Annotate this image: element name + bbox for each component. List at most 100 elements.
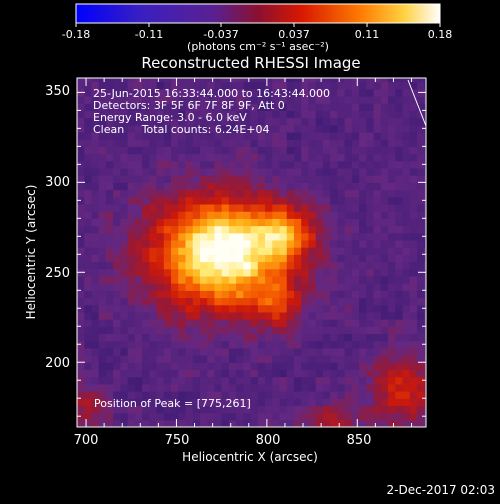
heatmap-cell (337, 326, 346, 335)
heatmap-cell (192, 124, 201, 133)
heatmap-cell (286, 232, 295, 241)
heatmap-cell (279, 405, 288, 414)
heatmap-cell (199, 405, 208, 414)
heatmap-cell (315, 167, 324, 176)
heatmap-cell (236, 405, 244, 414)
heatmap-cell (402, 412, 411, 421)
heatmap-cell (84, 333, 93, 342)
heatmap-cell (308, 376, 317, 385)
heatmap-cell (84, 362, 93, 371)
heatmap-cell (351, 319, 360, 327)
heatmap-cell (91, 110, 100, 119)
plot-frame (76, 77, 427, 428)
heatmap-cell (366, 103, 375, 111)
heatmap-cell (178, 153, 187, 162)
heatmap-cell (257, 124, 266, 133)
heatmap-cell (171, 175, 179, 183)
heatmap-cell (279, 81, 288, 90)
heatmap-cell (149, 419, 158, 427)
heatmap-cell (308, 146, 317, 155)
heatmap-cell (91, 153, 100, 162)
heatmap-cell (98, 153, 107, 162)
heatmap-cell (207, 146, 216, 155)
heatmap-cell (315, 103, 324, 111)
heatmap-cell (228, 275, 237, 284)
heatmap-cell (120, 326, 129, 335)
heatmap-cell (337, 95, 346, 104)
heatmap-cell (402, 117, 411, 126)
heatmap-cell (134, 88, 143, 97)
heatmap-cell (250, 95, 259, 104)
heatmap-cell (322, 304, 331, 313)
heatmap-cell (366, 261, 375, 270)
heatmap-cell (134, 189, 143, 198)
heatmap-cell (77, 247, 85, 255)
heatmap-cell (192, 369, 201, 378)
heatmap-cell (84, 189, 93, 198)
heatmap-cell (127, 203, 136, 212)
heatmap-cell (286, 333, 295, 342)
heatmap-cell (156, 88, 165, 97)
heatmap-cell (77, 319, 85, 327)
heatmap-cell (286, 405, 295, 414)
heatmap-cell (243, 95, 252, 104)
heatmap-cell (91, 247, 100, 255)
heatmap-cell (366, 139, 375, 147)
heatmap-cell (315, 232, 324, 241)
heatmap-cell (134, 275, 143, 284)
heatmap-cell (257, 110, 266, 119)
heatmap-cell (250, 196, 259, 205)
heatmap-cell (308, 117, 317, 126)
heatmap-cell (250, 405, 259, 414)
heatmap-cell (156, 175, 165, 183)
heatmap-cell (366, 160, 375, 169)
heatmap-cell (293, 383, 302, 392)
heatmap-cell (286, 88, 295, 97)
heatmap-cell (315, 225, 324, 234)
heatmap-cell (91, 211, 100, 219)
heatmap-cell (142, 326, 150, 335)
heatmap-cell (236, 311, 244, 320)
heatmap-cell (265, 419, 273, 427)
heatmap-cell (91, 268, 100, 277)
heatmap-cell (272, 412, 281, 421)
heatmap-cell (214, 131, 223, 140)
heatmap-cell (286, 131, 295, 140)
heatmap-cell (134, 124, 143, 133)
heatmap-cell (156, 254, 165, 263)
heatmap-cell (402, 196, 411, 205)
heatmap-cell (293, 319, 302, 327)
heatmap-cell (373, 117, 382, 126)
heatmap-cell (105, 355, 114, 363)
heatmap-cell (163, 189, 172, 198)
heatmap-cell (380, 304, 389, 313)
heatmap-cell (308, 153, 317, 162)
heatmap-cell (373, 160, 382, 169)
heatmap-cell (134, 268, 143, 277)
heatmap-cell (351, 153, 360, 162)
heatmap-cell (113, 405, 121, 414)
heatmap-cell (171, 232, 179, 241)
heatmap-cell (416, 124, 425, 133)
heatmap-cell (286, 355, 295, 363)
heatmap-cell (250, 78, 259, 83)
heatmap-cell (279, 153, 288, 162)
heatmap-cell (113, 78, 121, 83)
heatmap-cell (380, 290, 389, 299)
heatmap-cell (293, 88, 302, 97)
heatmap-cell (301, 319, 310, 327)
heatmap-cell (113, 131, 121, 140)
heatmap-cell (330, 355, 338, 363)
heatmap-cell (214, 88, 223, 97)
heatmap-cell (91, 290, 100, 299)
heatmap-cell (272, 88, 281, 97)
heatmap-cell (395, 261, 404, 270)
heatmap-cell (105, 218, 114, 227)
heatmap-cell (380, 268, 389, 277)
heatmap-cell (366, 167, 375, 176)
heatmap-cell (322, 398, 331, 407)
heatmap-cell (272, 110, 281, 119)
heatmap-cell (395, 297, 404, 306)
heatmap-cell (272, 391, 281, 399)
heatmap-cell (416, 175, 425, 183)
